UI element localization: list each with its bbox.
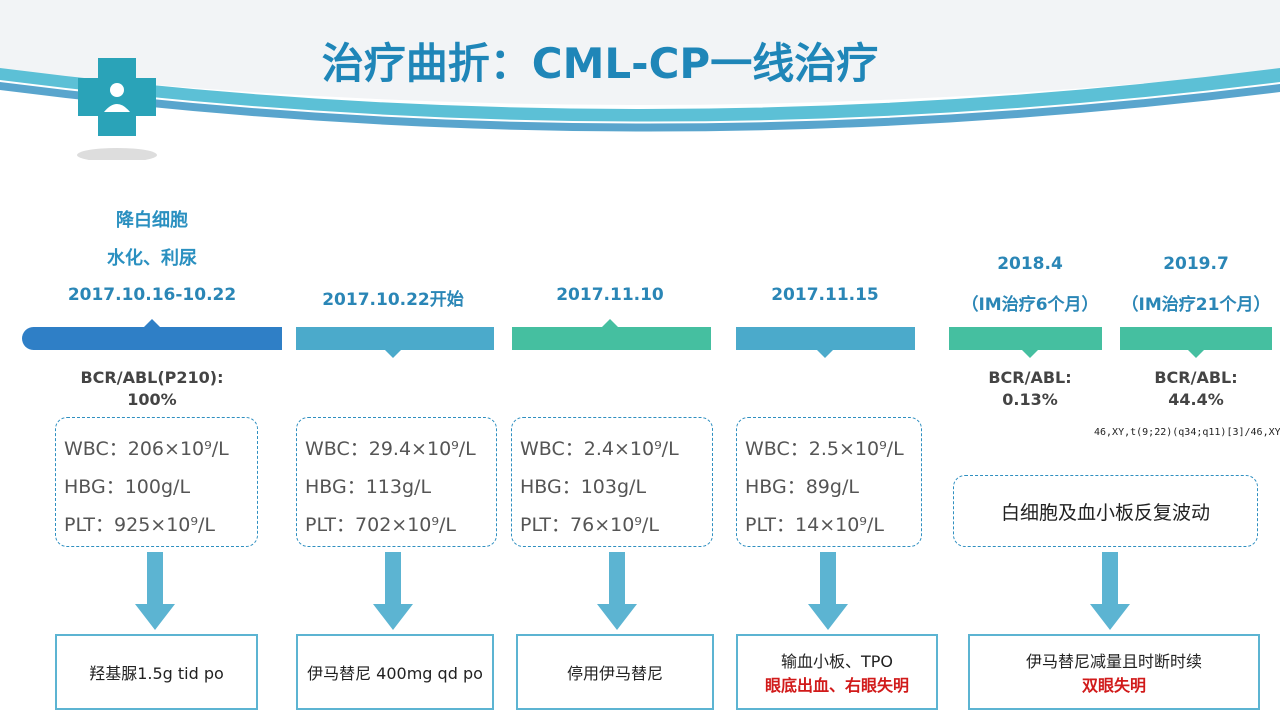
note: 水化、利尿: [107, 248, 197, 269]
arrow: [373, 552, 413, 630]
treatment: 伊马替尼 400mg qd po: [307, 664, 483, 683]
timeline-bar: [296, 327, 494, 358]
timeline-bar: [949, 327, 1102, 358]
date: 2017.10.22开始: [322, 290, 464, 310]
lab-value: PLT：76×10⁹/L: [520, 514, 659, 536]
date: 2017.11.15: [771, 285, 879, 305]
late-note: 白细胞及血小板反复波动: [1000, 501, 1210, 524]
lab-value: WBC：2.5×10⁹/L: [745, 438, 904, 460]
timeline-notch: [1188, 350, 1204, 358]
timeline-notch: [602, 319, 618, 327]
lab-value: HBG：89g/L: [745, 476, 859, 498]
bcr-abl: 100%: [127, 390, 177, 409]
lab-value: PLT：14×10⁹/L: [745, 514, 884, 536]
treatment-box: 停用伊马替尼: [516, 634, 714, 710]
timeline-bar: [22, 319, 282, 350]
timeline-bar: [512, 319, 711, 350]
date: 2017.10.16-10.22: [67, 285, 237, 305]
lab-box: WBC：29.4×10⁹/L HBG：113g/L PLT：702×10⁹/L: [296, 417, 497, 547]
lab-value: WBC：29.4×10⁹/L: [305, 438, 476, 460]
timeline-notch: [817, 350, 833, 358]
arrow: [808, 552, 848, 630]
treatment: 输血小板、TPO: [780, 652, 894, 671]
date: 2017.11.10: [556, 285, 664, 305]
lab-box: WBC：2.5×10⁹/L HBG：89g/L PLT：14×10⁹/L: [736, 417, 922, 547]
alert: 双眼失明: [1081, 676, 1146, 695]
treatment-box: 伊马替尼减量且时断时续 双眼失明: [968, 634, 1260, 710]
treatment: 羟基脲1.5g tid po: [89, 664, 224, 683]
title: 治疗曲折：CML-CP一线治疗: [321, 39, 879, 88]
lab-value: HBG：113g/L: [305, 476, 432, 498]
timeline-notch: [385, 350, 401, 358]
duration: （IM治疗6个月）: [961, 295, 1099, 315]
treatment-box: 伊马替尼 400mg qd po: [296, 634, 494, 710]
karyotype: 46,XY,t(9;22)(q34;q11)[3]/46,XY[7]: [1094, 427, 1280, 438]
treatment-box: 输血小板、TPO 眼底出血、右眼失明: [736, 634, 938, 710]
bcr-abl: 44.4%: [1168, 390, 1224, 409]
arrow: [1090, 552, 1130, 630]
timeline-notch: [1022, 350, 1038, 358]
treatment-box: 羟基脲1.5g tid po: [55, 634, 258, 710]
timeline-notch: [144, 319, 160, 327]
note-box: 白细胞及血小板反复波动: [953, 475, 1258, 547]
treatment: 伊马替尼减量且时断时续: [1025, 652, 1202, 671]
lab-value: HBG：100g/L: [64, 476, 191, 498]
duration: （IM治疗21个月）: [1121, 295, 1271, 315]
bcr-abl: BCR/ABL:: [1154, 368, 1238, 387]
bcr-abl: BCR/ABL(P210):: [80, 368, 224, 387]
lab-value: HBG：103g/L: [520, 476, 647, 498]
lab-box: WBC：206×10⁹/L HBG：100g/L PLT：925×10⁹/L: [55, 417, 258, 547]
lab-value: WBC：206×10⁹/L: [64, 438, 229, 460]
timeline-bar: [1120, 327, 1272, 358]
treatment: 停用伊马替尼: [566, 664, 663, 683]
arrow: [597, 552, 637, 630]
lab-value: PLT：925×10⁹/L: [64, 514, 215, 536]
date: 2019.7: [1163, 254, 1229, 274]
header-decoration: [0, 0, 1280, 160]
arrow: [135, 552, 175, 630]
alert: 眼底出血、右眼失明: [764, 676, 909, 695]
bcr-abl: 0.13%: [1002, 390, 1058, 409]
lab-value: PLT：702×10⁹/L: [305, 514, 456, 536]
timeline-bar: [736, 327, 915, 358]
note: 降白细胞: [116, 210, 188, 231]
lab-value: WBC：2.4×10⁹/L: [520, 438, 679, 460]
date: 2018.4: [997, 254, 1063, 274]
bcr-abl: BCR/ABL:: [988, 368, 1072, 387]
lab-box: WBC：2.4×10⁹/L HBG：103g/L PLT：76×10⁹/L: [511, 417, 713, 547]
